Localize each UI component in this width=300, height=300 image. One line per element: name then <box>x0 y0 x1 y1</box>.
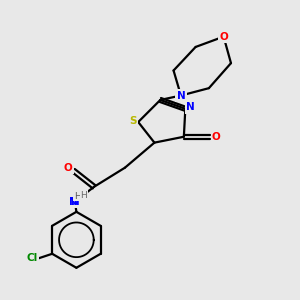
Text: O: O <box>212 132 220 142</box>
Text: N: N <box>69 196 78 206</box>
Text: H: H <box>74 192 81 201</box>
Text: Cl: Cl <box>27 253 38 263</box>
Text: N: N <box>176 91 185 100</box>
Text: O: O <box>64 163 73 173</box>
Text: H: H <box>80 190 87 200</box>
Text: O: O <box>219 32 228 42</box>
Text: N: N <box>69 196 78 206</box>
Text: S: S <box>129 116 137 126</box>
Text: N: N <box>70 196 79 206</box>
Text: N: N <box>186 102 195 112</box>
